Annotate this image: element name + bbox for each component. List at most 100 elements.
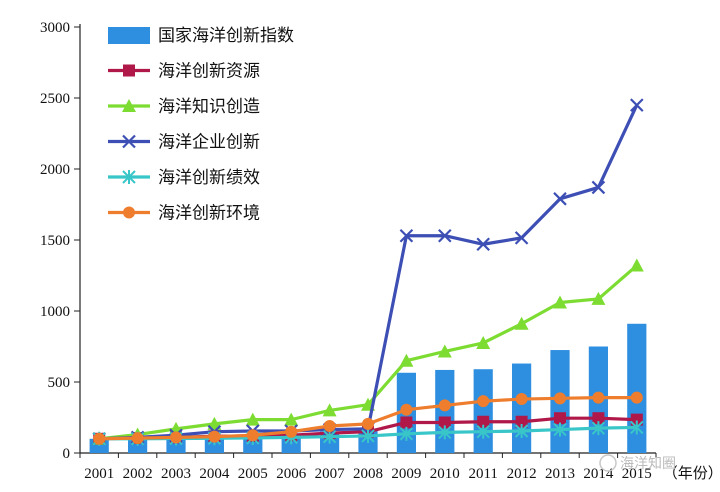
data-point bbox=[630, 98, 644, 112]
line-series bbox=[92, 98, 644, 446]
legend-item: 海洋知识创造 bbox=[108, 97, 260, 117]
legend-marker bbox=[123, 64, 135, 77]
data-point bbox=[362, 417, 374, 430]
data-point bbox=[591, 180, 606, 195]
y-tick-label: 500 bbox=[48, 375, 71, 391]
data-point bbox=[514, 231, 529, 245]
legend-marker bbox=[122, 170, 136, 184]
x-tick-label: 2011 bbox=[468, 466, 497, 482]
data-point bbox=[553, 422, 567, 437]
y-tick-label: 2500 bbox=[40, 91, 70, 107]
x-tick-label: 2015 bbox=[622, 466, 652, 482]
data-point bbox=[438, 399, 451, 412]
legend-label: 海洋创新绩效 bbox=[158, 168, 260, 188]
data-point bbox=[591, 291, 606, 305]
y-tick-label: 1500 bbox=[40, 233, 70, 249]
data-point bbox=[361, 428, 375, 443]
data-point bbox=[131, 432, 144, 445]
axes: 0 500 1000 1500 2000 2500 3000 2001 2002 2003 2004… bbox=[40, 20, 720, 482]
legend-item: 海洋创新环境 bbox=[108, 204, 260, 224]
data-point bbox=[437, 344, 452, 358]
data-point bbox=[514, 423, 529, 438]
data-point bbox=[246, 429, 259, 442]
data-point bbox=[477, 395, 490, 408]
data-point bbox=[322, 403, 337, 417]
legend-label: 海洋企业创新 bbox=[158, 133, 260, 153]
y-tick-label: 3000 bbox=[40, 20, 70, 36]
y-tick-label: 2000 bbox=[40, 162, 70, 178]
legend-marker bbox=[122, 134, 136, 149]
data-point bbox=[207, 416, 222, 430]
x-tick-label: 2003 bbox=[161, 466, 191, 482]
data-point bbox=[400, 416, 413, 429]
bar bbox=[473, 369, 493, 453]
legend-item: 海洋企业创新 bbox=[108, 133, 260, 153]
data-point bbox=[476, 237, 490, 252]
data-point bbox=[399, 426, 414, 441]
bar bbox=[435, 369, 455, 453]
data-point bbox=[591, 421, 606, 436]
data-point bbox=[208, 430, 221, 443]
legend-label: 海洋创新资源 bbox=[158, 62, 260, 82]
data-point bbox=[629, 258, 644, 272]
bar bbox=[512, 363, 532, 453]
watermark-text: 海洋知圈 bbox=[620, 455, 676, 472]
data-point bbox=[438, 425, 452, 440]
data-point bbox=[170, 431, 182, 444]
x-tick-label: 2009 bbox=[391, 466, 421, 482]
data-point bbox=[476, 335, 491, 349]
x-tick-label: 2008 bbox=[353, 466, 383, 482]
data-point bbox=[476, 424, 490, 439]
data-point bbox=[438, 228, 452, 243]
legend-marker bbox=[122, 99, 136, 112]
data-point bbox=[323, 420, 336, 433]
x-tick-label: 2014 bbox=[583, 466, 614, 482]
data-point bbox=[553, 192, 567, 206]
x-tick-label: 2007 bbox=[315, 466, 346, 482]
data-point bbox=[592, 391, 605, 404]
data-point bbox=[514, 316, 529, 330]
watermark: 海洋知圈 bbox=[599, 454, 676, 472]
watermark-icon bbox=[599, 454, 617, 472]
series-triangle bbox=[92, 258, 644, 445]
x-tick-label: 2010 bbox=[430, 466, 460, 482]
legend-marker bbox=[123, 206, 135, 219]
data-point bbox=[245, 412, 260, 426]
y-tick-label: 0 bbox=[63, 446, 71, 462]
data-point bbox=[592, 412, 605, 425]
x-tick-label: 2004 bbox=[199, 466, 230, 482]
legend-label: 海洋创新环境 bbox=[158, 204, 260, 224]
data-point bbox=[399, 353, 414, 367]
data-point bbox=[93, 432, 106, 445]
y-tick-label: 1000 bbox=[40, 304, 70, 320]
series-circle bbox=[93, 391, 643, 445]
x-tick-label: 2002 bbox=[123, 466, 153, 482]
data-point bbox=[630, 420, 644, 435]
data-point bbox=[477, 415, 490, 428]
x-tick-label: 2013 bbox=[545, 466, 575, 482]
legend-item: 国家海洋创新指数 bbox=[108, 26, 294, 46]
data-point bbox=[400, 403, 413, 416]
data-point bbox=[553, 295, 567, 309]
legend-swatch bbox=[108, 27, 150, 44]
x-axis-unit-label: （年份） bbox=[663, 465, 720, 482]
data-point bbox=[438, 416, 451, 429]
legend-item: 海洋创新资源 bbox=[108, 62, 260, 82]
data-point bbox=[285, 425, 298, 438]
x-tick-label: 2001 bbox=[84, 466, 114, 482]
data-point bbox=[630, 391, 643, 404]
legend-item: 海洋创新绩效 bbox=[108, 168, 260, 188]
data-point bbox=[515, 415, 528, 428]
data-point bbox=[399, 228, 414, 243]
legend-label: 海洋知识创造 bbox=[158, 97, 260, 117]
x-tick-label: 2012 bbox=[507, 466, 537, 482]
data-point bbox=[554, 412, 566, 425]
x-tick-label: 2006 bbox=[276, 466, 307, 482]
data-point bbox=[515, 393, 528, 406]
data-point bbox=[284, 412, 299, 426]
x-tick-label: 2005 bbox=[238, 466, 268, 482]
legend-label: 国家海洋创新指数 bbox=[158, 26, 294, 46]
data-point bbox=[630, 413, 643, 426]
